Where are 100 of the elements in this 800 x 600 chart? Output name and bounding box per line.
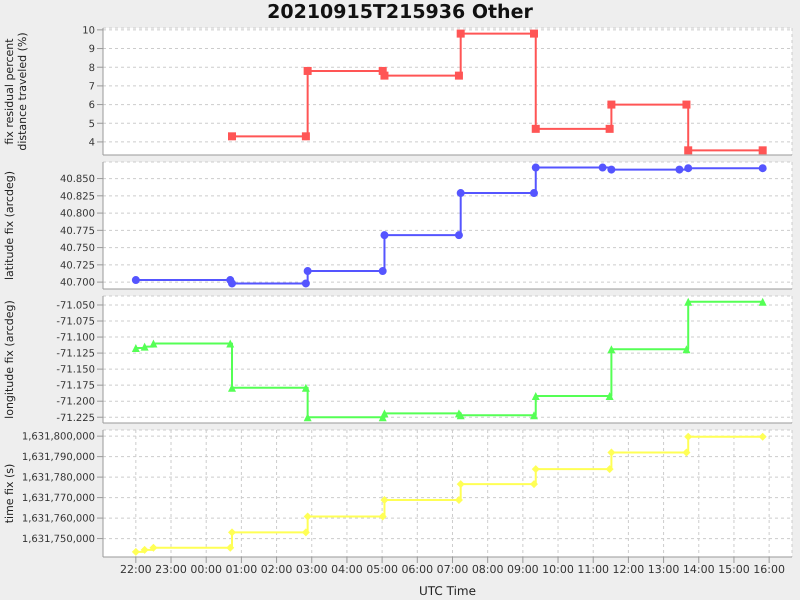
point: [530, 411, 538, 420]
y-tick-label: -71.175: [56, 380, 95, 392]
y-tick-label: 5: [88, 118, 95, 130]
x-tick-label: 09:00: [507, 562, 539, 576]
point: [532, 124, 540, 133]
x-tick-label: 12:00: [612, 562, 644, 576]
x-tick-label: 13:00: [648, 562, 680, 576]
point: [378, 267, 387, 276]
point: [454, 231, 463, 240]
y-tick-label: 40.725: [60, 260, 95, 272]
point: [132, 344, 140, 352]
point: [682, 100, 690, 109]
point: [304, 512, 312, 520]
y-axis-title: longitude fix (arcdeg): [3, 300, 16, 419]
y-tick-label: 1,631,800,000: [22, 432, 95, 443]
x-tick-label: 11:00: [577, 562, 610, 576]
y-tick-label: 40.700: [60, 278, 95, 289]
x-tick-label: 00:00: [190, 562, 222, 576]
point: [758, 298, 767, 306]
point: [380, 72, 388, 80]
point: [598, 164, 607, 172]
point: [607, 100, 616, 109]
x-tick-label: 01:00: [226, 562, 258, 576]
point: [684, 164, 692, 172]
x-axis-title: UTC Time: [419, 584, 476, 598]
point: [684, 298, 692, 306]
point: [304, 267, 312, 276]
point: [226, 339, 234, 348]
x-tick-label: 04:00: [331, 562, 363, 576]
point: [378, 512, 387, 520]
y-tick-label: 40.825: [60, 191, 95, 202]
x-tick-label: 15:00: [718, 562, 750, 576]
x-tick-label: 22:00: [120, 562, 152, 576]
point: [532, 465, 540, 474]
point: [684, 146, 692, 154]
point: [675, 166, 684, 174]
point: [380, 496, 388, 504]
x-tick-label: 03:00: [296, 562, 328, 576]
point: [758, 164, 767, 172]
point: [758, 432, 767, 441]
y-tick-label: 4: [88, 137, 95, 148]
point: [228, 528, 236, 536]
y-tick-label: 1,631,760,000: [22, 514, 95, 525]
chart-title: 20210915T215936 Other: [266, 0, 534, 24]
y-tick-label: 40.850: [60, 174, 95, 186]
y-axis-title: time fix (s): [3, 464, 16, 524]
y-axis-title: latitude fix (arcdeg): [3, 170, 16, 280]
point: [684, 432, 692, 441]
point: [226, 544, 234, 552]
y-tick-label: -71.225: [56, 412, 95, 424]
point: [606, 465, 614, 474]
point: [302, 384, 310, 392]
point: [302, 132, 310, 140]
y-tick-label: 1,631,770,000: [22, 493, 95, 504]
y-tick-label: 7: [88, 81, 95, 92]
point: [682, 345, 690, 354]
point: [380, 231, 388, 240]
x-tick-label: 02:00: [260, 562, 292, 576]
point: [530, 30, 538, 38]
point: [149, 544, 158, 552]
point: [456, 189, 465, 198]
x-tick-label: 05:00: [366, 562, 398, 576]
point: [302, 279, 310, 288]
y-tick-label: -71.075: [56, 316, 95, 328]
point: [530, 480, 538, 488]
point: [132, 276, 140, 284]
point: [228, 279, 236, 288]
point: [132, 548, 140, 556]
y-tick-label: 1,631,750,000: [22, 534, 95, 546]
point: [380, 409, 388, 418]
y-tick-label: -71.150: [56, 364, 95, 376]
y-tick-label: 40.800: [60, 208, 95, 220]
x-tick-label: 10:00: [542, 562, 574, 576]
point: [606, 392, 614, 400]
x-tick-label: 23:00: [155, 562, 187, 576]
point: [304, 66, 312, 75]
x-tick-label: 08:00: [472, 562, 504, 576]
point: [607, 448, 616, 457]
point: [454, 72, 463, 80]
y-axis-title: fix residual percent distance traveled (%): [3, 32, 29, 151]
y-tick-label: 1,631,780,000: [22, 472, 95, 484]
y-tick-label: 40.775: [60, 226, 95, 237]
point: [607, 345, 616, 354]
x-tick-label: 07:00: [436, 562, 468, 576]
y-tick-label: -71.125: [56, 348, 95, 360]
point: [606, 124, 614, 133]
y-tick-label: -71.200: [56, 396, 95, 408]
y-tick-label: -71.050: [56, 300, 95, 312]
x-tick-label: 06:00: [401, 562, 434, 576]
x-tick-label: 16:00: [753, 562, 785, 576]
x-tick-label: 14:00: [682, 562, 715, 576]
y-tick-label: 1,631,790,000: [22, 452, 95, 464]
y-tick-label: 8: [88, 62, 95, 74]
point: [228, 132, 236, 140]
point: [149, 339, 158, 348]
y-tick-label: -71.100: [56, 332, 95, 344]
point: [532, 392, 540, 400]
point: [532, 164, 540, 172]
y-tick-label: 40.750: [60, 243, 95, 254]
y-tick-label: 10: [82, 25, 95, 36]
